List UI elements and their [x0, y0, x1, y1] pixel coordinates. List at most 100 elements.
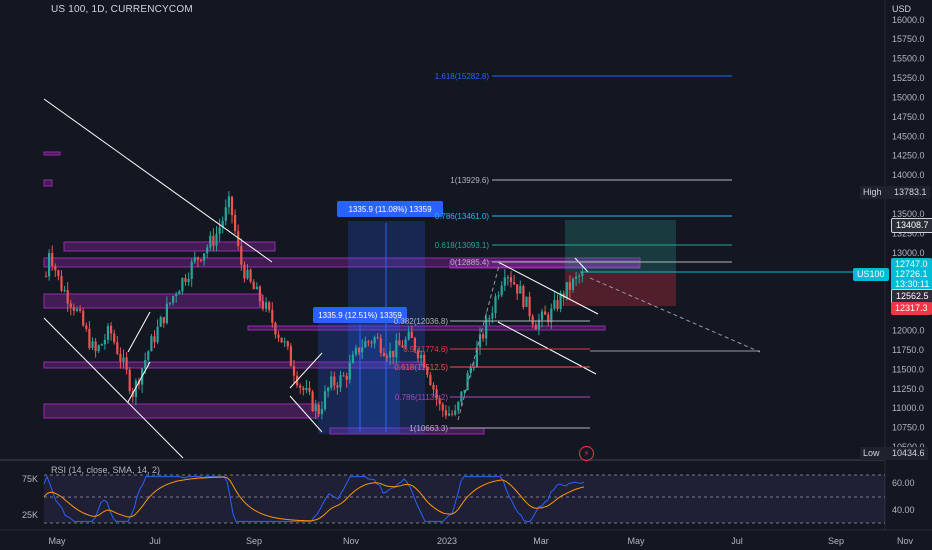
- candle-body: [373, 337, 376, 344]
- candle-body: [144, 359, 147, 369]
- rsi-tick-label: 60.00: [892, 478, 915, 488]
- candle-body: [178, 291, 181, 295]
- candle-body: [193, 257, 196, 262]
- candle-body: [113, 333, 116, 343]
- price-tick-label: 16000.0: [892, 15, 925, 25]
- trendline: [457, 261, 501, 421]
- price-tick-label: 15750.0: [892, 34, 925, 44]
- candle-body: [48, 253, 51, 277]
- zone-box: [247, 325, 606, 331]
- candle-body: [441, 404, 444, 411]
- candle-body: [568, 282, 571, 290]
- candle-body: [525, 296, 528, 307]
- fib-level-label: 0.786(11139.2): [395, 393, 448, 402]
- candle-body: [100, 344, 103, 346]
- candle-body: [128, 369, 131, 392]
- fib-level-label: 1(10663.3): [409, 424, 448, 433]
- candle-body: [94, 341, 97, 352]
- rsi-title: RSI (14, close, SMA, 14, 2): [51, 465, 161, 475]
- candle-body: [323, 391, 327, 410]
- high-badge: High 13783.1: [860, 186, 930, 199]
- candle-body: [289, 346, 292, 367]
- candle-body: [103, 339, 106, 345]
- candle-body: [342, 375, 345, 377]
- price-tick-label: 15250.0: [892, 73, 925, 83]
- candle-body: [395, 340, 398, 358]
- candle-body: [175, 294, 178, 297]
- rsi-tick-label: 40.00: [892, 505, 915, 515]
- price-tick-label: 15000.0: [892, 92, 925, 102]
- candle-body: [60, 276, 63, 291]
- fib-level-label: 0.618(13093.1): [435, 241, 490, 250]
- candle-body: [385, 355, 389, 358]
- price-tick-label: 14750.0: [892, 112, 925, 122]
- candle-body: [212, 235, 215, 246]
- candle-body: [227, 196, 230, 208]
- candle-body: [184, 278, 187, 283]
- candle-body: [351, 354, 354, 363]
- candle-body: [416, 350, 420, 359]
- candle-body: [230, 196, 234, 216]
- candle-body: [354, 347, 358, 355]
- candle-body: [97, 345, 100, 352]
- price-tick-label: 13500.0: [892, 209, 925, 219]
- candle-body: [206, 247, 209, 254]
- trendline: [289, 352, 323, 389]
- candle-body: [82, 310, 85, 326]
- candle-body: [556, 300, 559, 309]
- last-price-flag: 12726.1 13:30:11: [891, 268, 932, 290]
- candle-body: [398, 340, 401, 346]
- candle-body: [299, 385, 302, 388]
- trendline-drawings: [43, 98, 885, 459]
- price-tick-label: 12000.0: [892, 326, 925, 336]
- candle-body: [429, 374, 432, 385]
- candle-body: [271, 309, 274, 323]
- candle-body: [509, 277, 513, 283]
- candle-body: [243, 264, 246, 279]
- candle-body: [320, 409, 323, 415]
- time-tick-label: Jul: [149, 536, 161, 546]
- price-tick-label: 10750.0: [892, 423, 925, 433]
- time-tick-label: Nov: [897, 536, 914, 546]
- candle-body: [475, 347, 478, 368]
- candle-body: [559, 293, 562, 309]
- bar-countdown: 13:30:11: [895, 279, 930, 289]
- candle-body: [469, 367, 472, 373]
- candle-body: [246, 269, 249, 279]
- candle-body: [581, 271, 584, 276]
- candle-body: [364, 341, 367, 348]
- high-label: High: [863, 187, 882, 197]
- candle-body: [209, 235, 212, 248]
- candle-body: [63, 290, 66, 292]
- candle-body: [447, 413, 451, 416]
- price-tick-label: 14250.0: [892, 151, 925, 161]
- high-value: 13783.1: [894, 187, 927, 197]
- trendline: [574, 257, 589, 273]
- candle-body: [438, 398, 441, 405]
- candlestick-series: [44, 191, 584, 420]
- candle-body: [463, 390, 466, 392]
- candle-body: [125, 357, 128, 370]
- candle-body: [500, 285, 503, 296]
- candle-body: [336, 385, 339, 388]
- trendline: [289, 395, 323, 433]
- candle-body: [252, 281, 255, 290]
- rsi-line: [43, 475, 585, 522]
- candle-body: [333, 376, 336, 386]
- alert-icon[interactable]: ⚡: [579, 446, 594, 461]
- candle-body: [491, 313, 494, 319]
- candle-body: [240, 245, 243, 265]
- candle-body: [330, 376, 333, 388]
- candle-body: [550, 308, 553, 323]
- low-value: 10434.6: [892, 448, 925, 458]
- candle-body: [472, 367, 475, 369]
- candle-body: [367, 341, 370, 343]
- candle-body: [531, 316, 534, 325]
- candle-body: [426, 367, 429, 375]
- candle-body: [435, 389, 438, 399]
- candle-body: [165, 303, 168, 324]
- candle-body: [147, 351, 150, 360]
- candle-body: [305, 387, 308, 391]
